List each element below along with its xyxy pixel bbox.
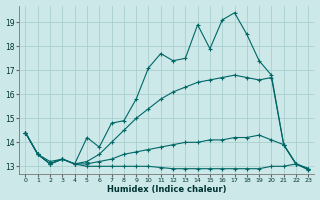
X-axis label: Humidex (Indice chaleur): Humidex (Indice chaleur) (107, 185, 227, 194)
